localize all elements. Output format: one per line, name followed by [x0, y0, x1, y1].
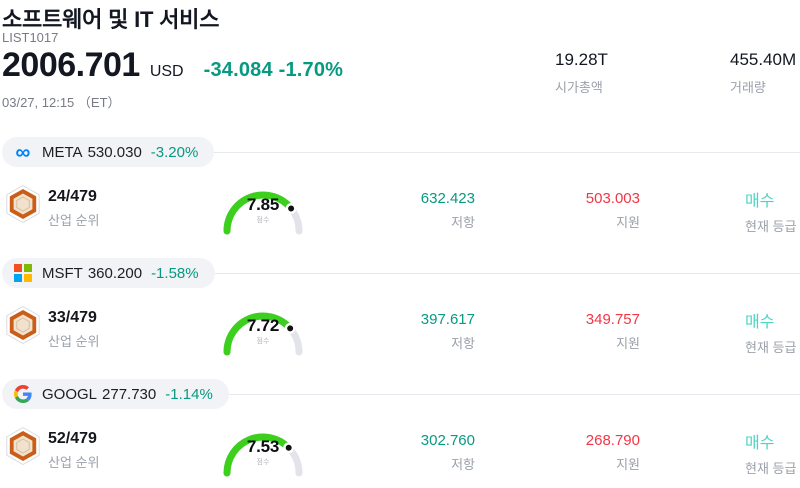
- stock-section-msft: MSFT 360.200 -1.58% 33/479 산업 순위 7.72 점수 …: [0, 258, 800, 378]
- stock-chip-meta[interactable]: ∞ META 530.030 -3.20%: [2, 137, 215, 167]
- industry-rank-value: 24/479: [48, 188, 97, 205]
- support-value: 349.757: [585, 311, 640, 328]
- industry-rank: 33/479 산업 순위: [48, 309, 99, 350]
- stock-section-meta: ∞ META 530.030 -3.20% 24/479 산업 순위 7.85 점…: [0, 137, 800, 257]
- rating-value: 매수: [745, 314, 775, 331]
- resistance-block: 397.617 저항: [421, 311, 475, 352]
- page-title: 소프트웨어 및 IT 서비스: [2, 7, 220, 32]
- score-label: 점수: [256, 459, 270, 466]
- industry-rank-value: 33/479: [48, 309, 97, 326]
- rank-badge-icon: [3, 426, 43, 466]
- volume-label: 거래량: [730, 80, 766, 95]
- stock-header-row: GOOGL 277.730 -1.14%: [2, 379, 800, 409]
- stock-header-row: ∞ META 530.030 -3.20%: [2, 137, 800, 167]
- rating-block: 매수 현재 등급: [745, 429, 796, 477]
- industry-rank-value: 52/479: [48, 430, 97, 447]
- stock-change: -3.20%: [150, 143, 199, 161]
- symbol-code: LIST1017: [2, 30, 59, 45]
- meta-infinity-logo-icon: ∞: [15, 140, 31, 164]
- support-block: 268.790 지원: [586, 432, 640, 473]
- score-label: 점수: [256, 217, 270, 224]
- rating-block: 매수 현재 등급: [745, 187, 796, 235]
- stock-ticker: MSFT: [42, 264, 83, 282]
- stock-price: 360.200: [87, 264, 143, 282]
- rating-value: 매수: [745, 193, 775, 210]
- resistance-value: 302.760: [420, 432, 475, 449]
- stock-chip-googl[interactable]: GOOGL 277.730 -1.14%: [2, 379, 229, 409]
- resistance-block: 302.760 저항: [421, 432, 475, 473]
- support-block: 503.003 지원: [586, 190, 640, 231]
- stock-ticker: GOOGL: [42, 385, 98, 403]
- industry-rank-label: 산업 순위: [48, 213, 100, 228]
- last-price: 2006.701: [2, 46, 140, 84]
- score-gauge: 7.53 점수: [213, 423, 313, 481]
- score-value: 7.72: [246, 316, 280, 335]
- resistance-block: 632.423 저항: [421, 190, 475, 231]
- support-label: 지원: [616, 215, 640, 230]
- rank-badge-icon: [3, 184, 43, 224]
- stock-ticker: META: [42, 143, 83, 161]
- price-row: 2006.701 USD -34.084 -1.70%: [2, 46, 343, 85]
- currency-label: USD: [149, 63, 184, 80]
- industry-rank: 52/479 산업 순위: [48, 430, 99, 471]
- market-cap-stat: 19.28T 시가총액: [555, 50, 608, 96]
- rating-label: 현재 등급: [745, 340, 797, 355]
- resistance-label: 저항: [451, 336, 475, 351]
- industry-rank-label: 산업 순위: [48, 455, 100, 470]
- industry-rank-label: 산업 순위: [48, 334, 100, 349]
- score-value: 7.53: [246, 437, 280, 456]
- stock-section-googl: GOOGL 277.730 -1.14% 52/479 산업 순위 7.53 점수…: [0, 379, 800, 488]
- quote-datetime: 03/27, 12:15 （ET）: [2, 95, 121, 110]
- divider-line: [214, 151, 800, 153]
- score-label: 점수: [256, 338, 270, 345]
- rating-block: 매수 현재 등급: [745, 308, 796, 356]
- stock-change: -1.14%: [165, 385, 213, 403]
- divider-line: [214, 272, 800, 274]
- rating-label: 현재 등급: [745, 219, 797, 234]
- rating-value: 매수: [745, 435, 775, 452]
- google-g-logo-icon: [13, 384, 33, 404]
- support-block: 349.757 지원: [586, 311, 640, 352]
- stock-price: 277.730: [102, 385, 157, 403]
- resistance-value: 397.617: [420, 311, 475, 328]
- support-label: 지원: [616, 336, 640, 351]
- support-value: 503.003: [585, 190, 640, 207]
- support-label: 지원: [616, 457, 640, 472]
- rank-badge-icon: [3, 305, 43, 345]
- support-value: 268.790: [585, 432, 640, 449]
- stock-header-row: MSFT 360.200 -1.58%: [2, 258, 800, 288]
- rating-label: 현재 등급: [745, 461, 797, 476]
- score-gauge: 7.85 점수: [213, 181, 313, 239]
- stock-change: -1.58%: [151, 264, 199, 282]
- price-change: -34.084 -1.70%: [203, 59, 344, 81]
- volume-stat: 455.40M 거래량: [730, 50, 796, 96]
- resistance-label: 저항: [451, 457, 475, 472]
- resistance-value: 632.423: [420, 190, 475, 207]
- market-cap-value: 19.28T: [555, 50, 608, 69]
- divider-line: [228, 393, 800, 395]
- volume-value: 455.40M: [730, 50, 797, 69]
- stock-chip-msft[interactable]: MSFT 360.200 -1.58%: [2, 258, 215, 288]
- market-cap-label: 시가총액: [555, 80, 603, 95]
- resistance-label: 저항: [451, 215, 475, 230]
- score-value: 7.85: [246, 195, 280, 214]
- score-gauge: 7.72 점수: [213, 302, 313, 360]
- industry-rank: 24/479 산업 순위: [48, 188, 99, 229]
- stock-price: 530.030: [87, 143, 142, 161]
- microsoft-squares-logo-icon: [13, 263, 33, 283]
